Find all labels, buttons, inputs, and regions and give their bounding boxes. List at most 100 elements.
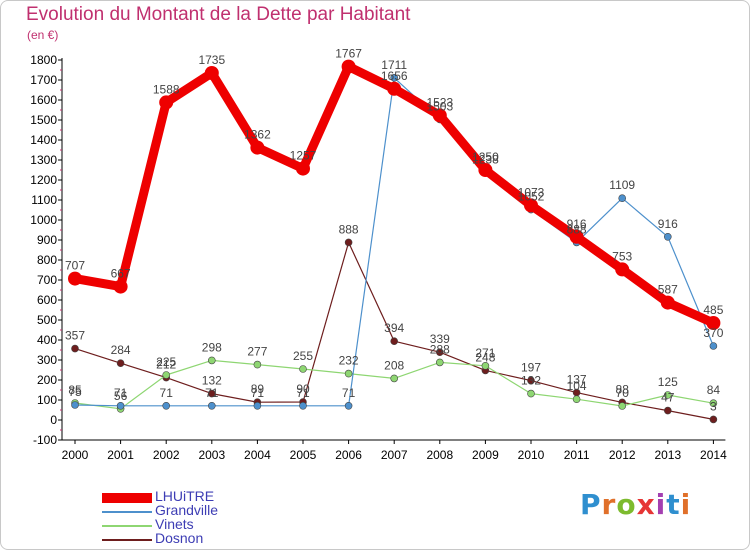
unit-label: (en €): [27, 28, 59, 42]
legend-label: Grandville: [155, 502, 219, 518]
data-point: [390, 74, 399, 82]
x-tick-label: 2008: [426, 448, 453, 462]
y-tick-label: 1100: [31, 193, 57, 207]
x-tick-label: 2013: [654, 448, 681, 462]
data-label: 1250: [472, 150, 499, 164]
x-tick-label: 2007: [381, 448, 408, 462]
y-tick-label: 100: [37, 393, 57, 407]
data-label: 70: [616, 386, 630, 400]
data-label: 1656: [381, 69, 408, 83]
legend-label: Dosnon: [155, 530, 204, 546]
data-label: 485: [703, 303, 723, 317]
data-point: [663, 406, 672, 415]
data-point: [71, 344, 79, 353]
data-label: 85: [68, 383, 82, 397]
data-point: [296, 161, 310, 176]
x-tick-label: 2010: [518, 448, 545, 462]
data-label: 71: [160, 386, 174, 400]
x-tick-label: 2000: [62, 448, 89, 462]
data-point: [478, 163, 493, 177]
data-label: 132: [521, 374, 541, 388]
data-label: 1503: [426, 99, 453, 113]
data-point: [390, 374, 399, 383]
y-tick-label: 1500: [30, 113, 57, 127]
data-point: [709, 342, 718, 350]
data-label: 1711: [381, 58, 407, 72]
data-point: [524, 198, 538, 213]
data-point: [663, 391, 672, 399]
y-tick-label: 1000: [30, 213, 57, 227]
data-point: [618, 194, 627, 202]
data-label: 394: [384, 321, 404, 335]
legend-swatch: [102, 511, 152, 513]
data-point: [344, 369, 353, 378]
data-label: 667: [111, 267, 131, 281]
data-label: 357: [65, 329, 85, 343]
data-point: [387, 81, 402, 96]
logo-letter: o: [616, 488, 637, 521]
data-point: [390, 337, 399, 346]
y-tick-label: 1300: [30, 153, 57, 167]
legend-swatch: [102, 525, 152, 527]
data-label: 3: [710, 399, 717, 413]
data-label: 71: [205, 386, 219, 400]
data-point: [344, 238, 353, 247]
data-point: [299, 365, 307, 373]
x-tick-label: 2012: [609, 448, 636, 462]
data-label: 104: [567, 379, 587, 393]
logo-letter: i: [655, 488, 667, 521]
data-point: [162, 401, 170, 410]
y-tick-label: 900: [37, 233, 57, 247]
data-label: 71: [251, 386, 265, 400]
y-tick-label: 800: [37, 253, 57, 267]
logo-letter: r: [601, 488, 617, 521]
data-label: 208: [384, 358, 404, 372]
data-label: 132: [202, 374, 222, 388]
data-label: 47: [661, 391, 675, 405]
data-label: 1052: [518, 190, 545, 204]
data-point: [253, 401, 262, 410]
data-label: 271: [475, 346, 495, 360]
data-label: 212: [156, 358, 176, 372]
data-point: [709, 415, 718, 424]
data-label: 888: [339, 222, 359, 236]
data-point: [527, 389, 535, 398]
data-label: 1073: [518, 185, 545, 199]
data-point: [250, 140, 265, 155]
data-point: [68, 271, 82, 286]
data-label: 137: [567, 373, 587, 387]
data-label: 916: [658, 217, 678, 231]
data-label: 88: [616, 382, 630, 396]
legend-label: Vinets: [155, 516, 194, 532]
data-point: [660, 295, 675, 310]
data-label: 84: [707, 383, 721, 397]
data-point: [71, 401, 79, 409]
x-tick-label: 2011: [564, 448, 590, 462]
x-tick-label: 2001: [107, 448, 134, 462]
data-label: 753: [612, 249, 632, 263]
data-label: 56: [114, 389, 128, 403]
data-label: 339: [430, 332, 450, 346]
data-point: [432, 108, 447, 123]
data-point: [116, 359, 125, 368]
data-label: 90: [296, 382, 310, 396]
data-label: 125: [658, 375, 678, 389]
y-tick-label: 0: [50, 413, 57, 427]
data-label: 888: [567, 222, 587, 236]
data-label: 916: [567, 217, 587, 231]
data-point: [706, 316, 721, 330]
data-label: 1767: [335, 47, 362, 61]
legend-swatch: [102, 493, 152, 503]
data-point: [435, 358, 444, 367]
data-label: 89: [251, 382, 265, 396]
data-label: 1588: [153, 82, 180, 96]
data-point: [299, 401, 307, 410]
x-tick-label: 2006: [335, 448, 362, 462]
y-tick-label: 600: [37, 293, 57, 307]
data-point: [569, 229, 584, 244]
data-label: 1362: [244, 128, 271, 142]
data-point: [253, 360, 262, 369]
y-tick-label: -100: [33, 433, 57, 447]
data-point: [527, 376, 535, 385]
data-point: [162, 371, 170, 379]
